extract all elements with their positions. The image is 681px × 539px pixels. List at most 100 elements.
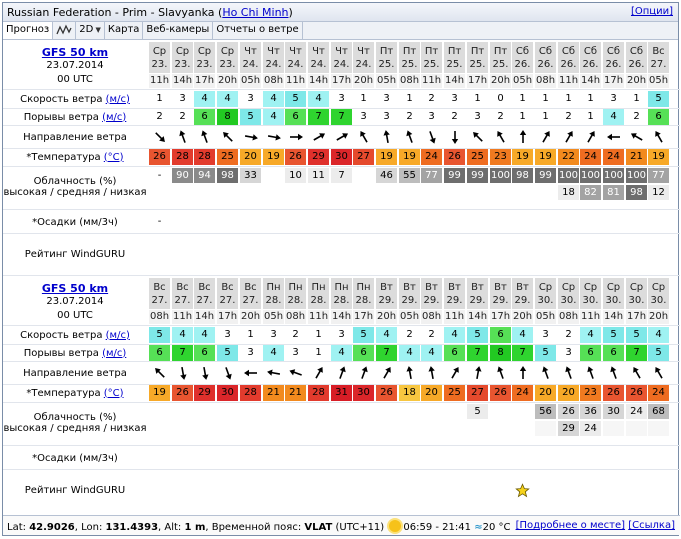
wind-speed-cell: 4: [217, 91, 238, 107]
hour-header: 08h: [421, 310, 442, 324]
temperature-cell: 25: [444, 385, 465, 401]
wind-direction-arrow-icon: [399, 364, 420, 382]
cloud-mid-cell: 29: [558, 421, 579, 436]
hour-header: 20h: [217, 74, 238, 88]
temperature-cell: 26: [172, 385, 193, 401]
cloud-high-cell: 100: [626, 168, 647, 183]
tab-2[interactable]: 2D ▼: [76, 22, 105, 39]
cloud-low-cell: 98: [626, 185, 647, 200]
temperature-cell: 24: [648, 385, 669, 401]
temperature-cell: 30: [217, 385, 238, 401]
wind-speed-cell: 3: [535, 327, 556, 343]
wind-gust-cell: 7: [512, 345, 533, 361]
temperature-cell: 28: [194, 149, 215, 165]
wind-speed-cell: 1: [535, 91, 556, 107]
cloud-high-cell: 56: [535, 404, 556, 419]
day-header: Пн 28.: [285, 278, 306, 309]
wind-speed-cell: 6: [490, 327, 511, 343]
water-temperature: 20 °C: [482, 522, 511, 533]
wind-speed-cell: 3: [217, 327, 238, 343]
hour-header: 14h: [308, 74, 329, 88]
cloud-high-cell: 46: [376, 168, 397, 183]
hour-header: 17h: [603, 74, 624, 88]
model-run-utc: 00 UTC: [57, 310, 93, 321]
day-header: Вт 29.: [399, 278, 420, 309]
wind-direction-arrow-icon: [331, 128, 352, 146]
cloud-high-cell: 68: [648, 404, 669, 419]
cloud-high-cell: 7: [331, 168, 352, 183]
temperature-cell: 25: [217, 149, 238, 165]
hour-header: 05h: [376, 74, 397, 88]
hour-header: 11h: [285, 74, 306, 88]
wind-direction-arrow-icon: [421, 128, 442, 146]
wind-speed-cell: 3: [376, 91, 397, 107]
model-run-date: 23.07.2014: [46, 296, 104, 307]
hour-header: 11h: [580, 310, 601, 324]
temperature-cell: 20: [240, 149, 261, 165]
wind-gust-cell: 2: [172, 109, 193, 125]
wind-speed-cell: 4: [444, 327, 465, 343]
temperature-cell: 20: [558, 385, 579, 401]
wind-speed-cell: 5: [467, 327, 488, 343]
temperature-cell: 30: [353, 385, 374, 401]
wind-gust-cell: 4: [331, 345, 352, 361]
cloud-cover-label: Облачность (%) высокая / средняя / низкая: [3, 176, 147, 198]
wind-gust-cell: 4: [603, 109, 624, 125]
wind-direction-arrow-icon: [240, 364, 261, 382]
tab-graph[interactable]: [53, 22, 77, 39]
tab-0[interactable]: Прогноз: [3, 22, 54, 39]
wind-speed-cell: 4: [263, 91, 284, 107]
tab-4[interactable]: Веб-камеры: [143, 22, 214, 39]
sunrise-sunset: 06:59 - 21:41: [403, 522, 471, 533]
wind-direction-arrow-icon: [580, 128, 601, 146]
hour-header: 05h: [535, 310, 556, 324]
wind-direction-arrow-icon: [353, 128, 374, 146]
wind-gust-cell: 2: [149, 109, 170, 125]
day-header: Вт 29.: [376, 278, 397, 309]
tab-5[interactable]: Отчеты о ветре: [213, 22, 303, 39]
reference-link[interactable]: [Ссылка]: [628, 520, 675, 531]
wind-gust-cell: 3: [285, 345, 306, 361]
wind-direction-arrow-icon: [558, 128, 579, 146]
location-link[interactable]: Ho Chi Minh: [222, 6, 289, 19]
temperature-cell: 19: [376, 149, 397, 165]
wind-gust-cell: 1: [535, 109, 556, 125]
model-name-link[interactable]: GFS 50 km: [41, 282, 109, 295]
wind-speed-label: Скорость ветра (м/с): [20, 329, 130, 341]
day-header: Вс 27.: [648, 42, 669, 73]
wind-direction-arrow-icon: [467, 364, 488, 382]
wind-gust-cell: 2: [444, 109, 465, 125]
temperature-cell: 23: [490, 149, 511, 165]
wind-gust-cell: 2: [490, 109, 511, 125]
cloud-mid-cell: [535, 421, 556, 436]
day-header: Пн 28.: [263, 278, 284, 309]
cloud-high-cell: -: [157, 169, 162, 181]
more-about-place-link[interactable]: [Подробнее о месте]: [515, 520, 626, 531]
wind-gust-cell: 6: [580, 345, 601, 361]
wind-speed-cell: 3: [331, 327, 352, 343]
cloud-high-cell: 36: [580, 404, 601, 419]
tab-3[interactable]: Карта: [104, 22, 144, 39]
wind-direction-arrow-icon: [648, 364, 669, 382]
wind-gust-cell: 4: [263, 345, 284, 361]
hour-header: 17h: [490, 310, 511, 324]
cloud-high-cell: 100: [558, 168, 579, 183]
temperature-cell: 22: [558, 149, 579, 165]
wind-direction-arrow-icon: [194, 128, 215, 146]
temperature-cell: 20: [535, 385, 556, 401]
wind-gust-cell: 1: [580, 109, 601, 125]
spot-name: Russian Federation - Prim - Slavyanka: [7, 6, 215, 19]
wind-speed-cell: 3: [331, 91, 352, 107]
options-link[interactable]: [Опции]: [630, 6, 673, 17]
cloud-high-cell: 77: [648, 168, 669, 183]
cloud-low-cell: 82: [580, 185, 601, 200]
temperature-cell: 30: [331, 149, 352, 165]
temperature-cell: 28: [308, 385, 329, 401]
hour-header: 20h: [626, 74, 647, 88]
model-name-link[interactable]: GFS 50 km: [41, 46, 109, 59]
wind-speed-cell: 1: [558, 91, 579, 107]
day-header: Чт 24.: [353, 42, 374, 73]
hour-header: 05h: [240, 74, 261, 88]
cloud-high-cell: 100: [603, 168, 624, 183]
